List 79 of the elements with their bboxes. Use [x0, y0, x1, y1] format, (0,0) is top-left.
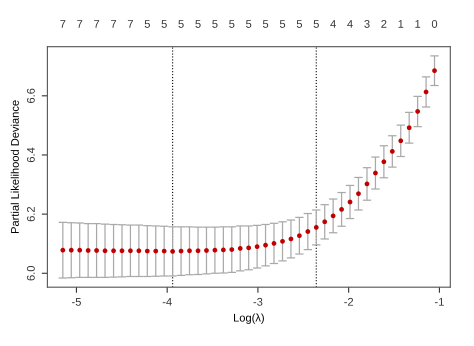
point	[246, 245, 252, 250]
point	[322, 219, 328, 224]
point	[102, 248, 108, 254]
x-tick-label: -2	[344, 298, 354, 306]
point	[120, 248, 124, 254]
text: 4	[347, 20, 353, 28]
text: 7	[77, 20, 82, 28]
point	[86, 248, 91, 253]
point	[297, 233, 302, 238]
text: 4	[330, 20, 336, 28]
text: 5	[246, 20, 252, 28]
point	[111, 248, 116, 254]
point	[204, 248, 209, 253]
point	[220, 248, 226, 252]
point	[288, 236, 294, 242]
point	[305, 229, 310, 234]
y-tick-label: 6.0	[26, 266, 35, 280]
point	[170, 248, 176, 254]
point	[314, 225, 319, 230]
y-tick-label: 6.2	[26, 206, 35, 222]
point	[136, 248, 142, 254]
point	[398, 138, 404, 144]
text: 3	[364, 20, 370, 28]
point	[144, 248, 150, 254]
point	[196, 248, 200, 254]
point	[238, 246, 243, 251]
text: 5	[144, 20, 150, 28]
point	[128, 248, 133, 254]
y-tick-label: 6.6	[26, 88, 35, 103]
point	[153, 248, 158, 254]
point	[77, 248, 82, 253]
text: 5	[212, 20, 218, 28]
text: 5	[296, 20, 302, 28]
point	[424, 90, 428, 94]
point	[68, 248, 74, 253]
point	[390, 149, 395, 154]
x-tick-label: -5	[72, 298, 81, 306]
point	[364, 182, 370, 186]
text: 5	[178, 20, 184, 28]
point	[187, 248, 192, 254]
text: 5	[195, 20, 201, 28]
text: 5	[229, 20, 234, 28]
point	[94, 248, 99, 253]
text: 5	[262, 20, 268, 28]
point	[432, 68, 437, 74]
point	[330, 214, 336, 218]
text: 7	[111, 20, 116, 28]
text: 0	[432, 20, 438, 28]
x-axis-title: Log(λ)	[234, 314, 264, 324]
x-tick-label: -4	[162, 298, 172, 306]
y-axis-title: Partial Likelihood Deviance	[10, 100, 19, 234]
point	[381, 159, 386, 164]
x-tick-label: -1	[434, 298, 444, 306]
text: 5	[280, 20, 286, 28]
point	[229, 247, 234, 252]
text: 7	[128, 20, 133, 28]
text: 1	[415, 20, 420, 28]
y-tick-label: 6.4	[26, 148, 35, 162]
text: 5	[162, 20, 167, 28]
point	[415, 109, 420, 114]
point	[178, 248, 184, 254]
text: 7	[94, 20, 100, 28]
point	[272, 241, 276, 246]
point	[212, 248, 218, 253]
text: 1	[398, 20, 404, 28]
text: 5	[314, 20, 319, 28]
point	[339, 206, 344, 212]
point	[348, 200, 352, 204]
point	[373, 170, 378, 176]
point	[60, 248, 66, 253]
text: 7	[60, 20, 66, 28]
point	[406, 125, 412, 130]
point	[162, 248, 167, 254]
text: 2	[381, 20, 386, 28]
point	[254, 244, 260, 250]
point	[280, 238, 285, 244]
x-tick-label: -3	[253, 298, 262, 306]
point	[263, 242, 268, 248]
point	[356, 191, 361, 196]
